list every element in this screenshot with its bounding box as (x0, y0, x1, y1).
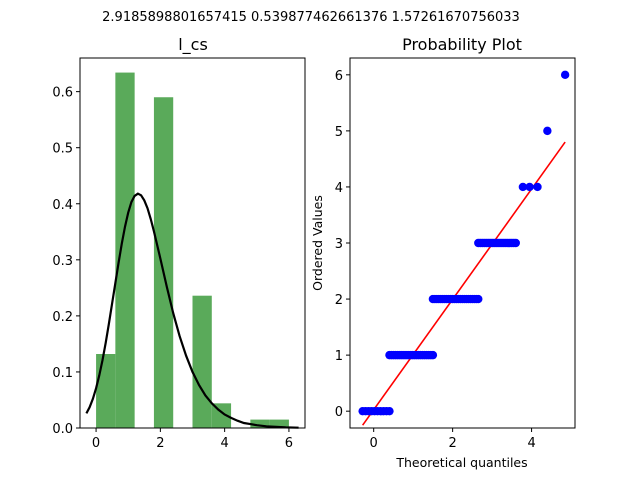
y-tick-label: 0.6 (52, 86, 73, 101)
histogram-bar (211, 403, 232, 428)
y-tick-label: 0.5 (52, 142, 73, 157)
histogram-y-ticks: 0.0 0.1 0.2 0.3 0.4 0.5 0.6 (52, 86, 80, 437)
histogram-bar (96, 354, 116, 428)
x-tick-label: 0 (370, 436, 378, 451)
probplot-point (474, 294, 483, 304)
histogram-title: l_cs (178, 35, 208, 55)
probplot-y-ticks: 0 1 2 3 4 5 6 (335, 69, 350, 420)
probplot-point (518, 182, 528, 192)
y-tick-label: 5 (335, 125, 343, 140)
probplot-xlabel: Theoretical quantiles (395, 455, 527, 470)
probplot-point (385, 406, 394, 416)
x-tick-label: 4 (527, 436, 535, 451)
probplot-point (511, 238, 520, 248)
probplot-point (543, 126, 552, 136)
y-tick-label: 2 (335, 293, 343, 308)
histogram-x-ticks: 0 2 4 6 (92, 428, 293, 451)
y-tick-label: 0.4 (52, 198, 73, 213)
probplot-point (560, 70, 570, 80)
probplot-title: Probability Plot (402, 35, 522, 54)
x-tick-label: 6 (285, 436, 293, 451)
y-tick-label: 0.2 (52, 310, 73, 325)
histogram-bar (153, 97, 174, 428)
probplot-ylabel: Ordered Values (310, 195, 325, 291)
x-tick-label: 2 (156, 436, 164, 451)
probplot-point (428, 350, 438, 360)
y-tick-label: 0.0 (52, 422, 73, 437)
probplot-points (358, 70, 570, 416)
probplot-point (533, 182, 542, 192)
x-tick-label: 2 (448, 436, 456, 451)
y-tick-label: 0 (335, 405, 343, 420)
probability-plot-subplot: Probability Plot 0 2 4 0 1 2 3 4 5 6 Theoretical… (310, 35, 576, 470)
figure-suptitle: 2.9185898801657415 0.539877462661376 1.5… (102, 10, 520, 25)
histogram-bar (115, 72, 135, 429)
y-tick-label: 0.1 (52, 366, 73, 381)
histogram-bar (250, 419, 270, 428)
y-tick-label: 3 (335, 237, 343, 252)
y-tick-label: 1 (335, 349, 343, 364)
probplot-x-ticks: 0 2 4 (370, 428, 536, 451)
x-tick-label: 4 (221, 436, 229, 451)
probplot-point (525, 182, 534, 192)
y-tick-label: 4 (335, 181, 343, 196)
histogram-subplot: l_cs 0 2 4 6 0.0 0.1 0.2 0.3 0.4 0.5 0.6 (52, 35, 306, 451)
histogram-bars (96, 72, 289, 429)
x-tick-label: 0 (92, 436, 100, 451)
y-tick-label: 0.3 (52, 254, 73, 269)
pdf-curve-group (85, 192, 299, 429)
y-tick-label: 6 (335, 69, 343, 84)
histogram-axes-frame (79, 57, 306, 429)
histogram-bar (192, 295, 212, 428)
probplot-axes-frame (349, 57, 576, 429)
histogram-bar (269, 419, 289, 428)
pdf-curve-line (85, 192, 299, 429)
